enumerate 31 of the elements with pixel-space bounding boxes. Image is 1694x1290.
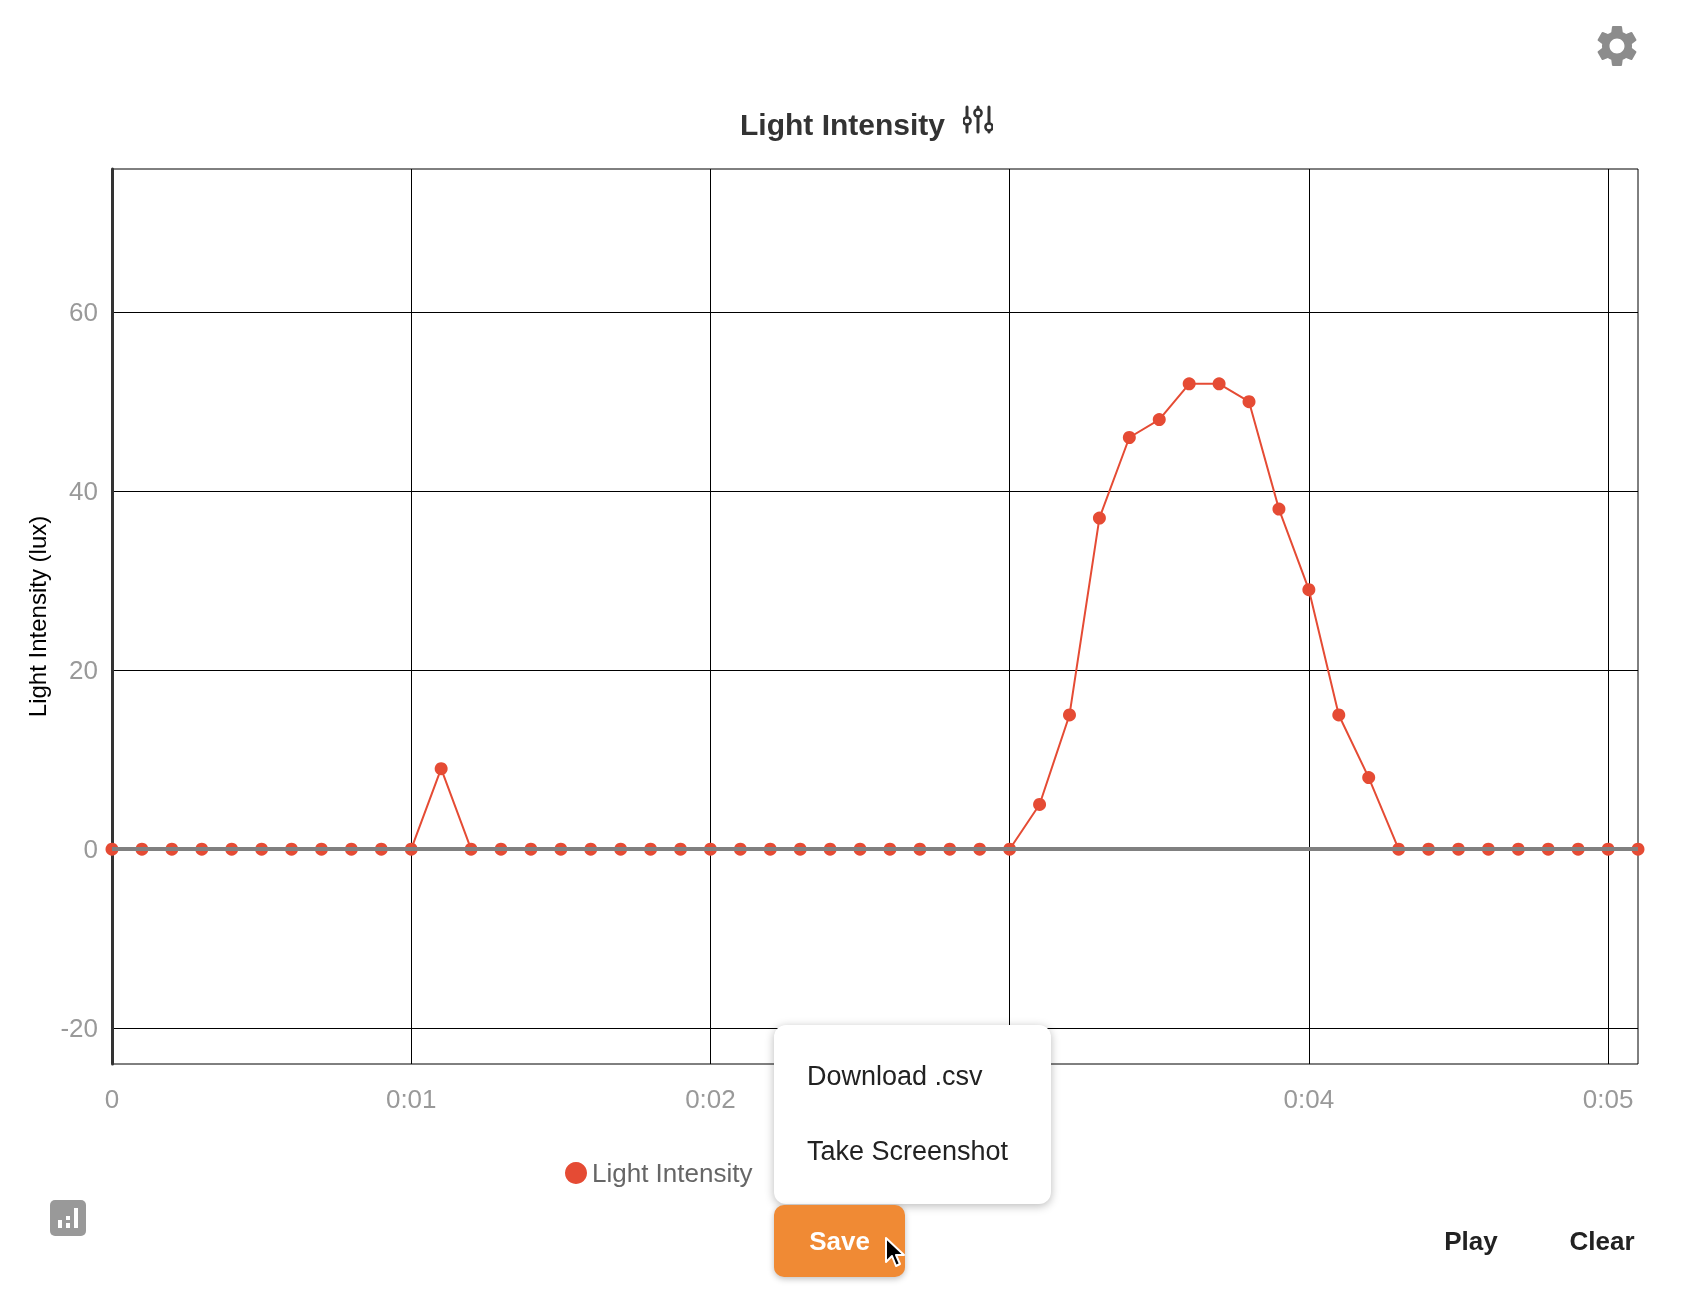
legend-label: Light Intensity bbox=[592, 1158, 753, 1188]
point bbox=[1092, 511, 1106, 525]
text: Clear bbox=[1569, 1225, 1635, 1257]
x-tick-label: 0:01 bbox=[385, 1084, 437, 1114]
point bbox=[1332, 708, 1346, 722]
menu-item: Take Screenshot bbox=[806, 1135, 1010, 1168]
y-axis-title: Light Intensity (lux) bbox=[24, 515, 52, 718]
point bbox=[1122, 431, 1136, 444]
point bbox=[434, 762, 448, 776]
text: Play bbox=[1444, 1225, 1498, 1257]
x-tick-label: 0:05 bbox=[1582, 1084, 1634, 1114]
y-tick-label: -20 bbox=[60, 1013, 98, 1044]
point bbox=[1182, 377, 1196, 391]
point bbox=[1362, 771, 1376, 785]
point bbox=[1242, 395, 1256, 409]
x-tick-label: 0:04 bbox=[1283, 1084, 1335, 1114]
point bbox=[1212, 377, 1226, 391]
x-tick-label: 0:02 bbox=[685, 1084, 736, 1114]
y-tick-label: 60 bbox=[69, 297, 98, 328]
point bbox=[1033, 797, 1047, 811]
x-tick-label: 0 bbox=[104, 1084, 120, 1114]
point bbox=[1272, 502, 1286, 516]
chart-title: Light Intensity bbox=[740, 107, 946, 141]
point bbox=[1063, 708, 1076, 722]
menu-item: Download .csv bbox=[806, 1060, 984, 1093]
point bbox=[1152, 413, 1166, 427]
y-tick-label: 0 bbox=[83, 834, 98, 865]
save-button: Save bbox=[774, 1205, 905, 1277]
y-tick-label: 20 bbox=[69, 655, 98, 686]
y-tick-label: 40 bbox=[69, 476, 98, 507]
point bbox=[1302, 583, 1316, 597]
